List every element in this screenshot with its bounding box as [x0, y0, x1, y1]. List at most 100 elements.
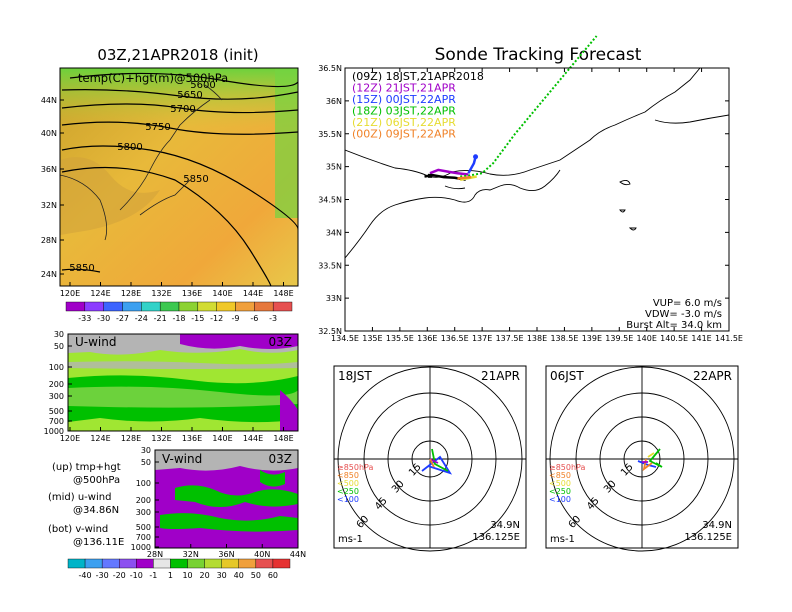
colorbar-label: -3 [269, 314, 277, 323]
y-tick-label: 100 [49, 363, 64, 372]
x-tick-label: 141E [691, 334, 711, 343]
y-tick-label: 300 [49, 392, 64, 401]
x-tick-label: 137.5E [496, 334, 524, 343]
hodo-time: 06JST [550, 369, 584, 383]
track-line [460, 68, 572, 178]
y-tick-label: 33N [326, 294, 342, 303]
hodo-trace [429, 458, 435, 468]
colorbar-label: 10 [182, 571, 192, 580]
y-tick-label: 700 [136, 533, 151, 542]
coastline [345, 68, 729, 259]
colorbar-swatch [103, 301, 123, 312]
y-tick-label: 200 [49, 380, 64, 389]
colorbar-label: -40 [79, 571, 92, 580]
colorbar-swatch [221, 558, 239, 569]
y-tick-label: 30 [54, 330, 64, 339]
level-legend-entry: <250 [337, 487, 359, 496]
y-tick-label: 50 [54, 342, 64, 351]
colorbar-label: -9 [232, 314, 240, 323]
colorbar-label: -10 [130, 571, 143, 580]
x-tick-label: 40N [254, 550, 270, 559]
v-wind-time: 03Z [269, 452, 293, 466]
hodo-date: 22APR [693, 369, 732, 383]
legend-entry: (18Z) 03JST,22APR [352, 105, 456, 118]
y-tick-label: 200 [136, 496, 151, 505]
track-line [457, 175, 472, 180]
level-legend-entry: <500 [549, 479, 571, 488]
hodo-lon: 136.125E [684, 532, 732, 543]
colorbar-swatch [84, 301, 104, 312]
y-tick-label: 700 [49, 417, 64, 426]
x-tick-label: 144E [243, 434, 263, 443]
legend-line: @136.11E [73, 537, 124, 548]
colorbar-label: -18 [172, 314, 185, 323]
colorbar-label: -6 [250, 314, 258, 323]
y-tick-label: 500 [136, 523, 151, 532]
y-tick-label: 28N [41, 236, 57, 245]
map-info: VUP= 6.0 m/s VDW= -3.0 m/s Burst Alt= 34… [626, 298, 722, 331]
x-tick-label: 136E [417, 334, 437, 343]
y-tick-label: 36.5N [318, 64, 342, 73]
x-tick-label: 144E [243, 289, 263, 298]
colorbar-swatch [272, 558, 291, 569]
temperature-height-panel: 03Z,21APR2018 (init) [41, 46, 299, 323]
contour-label: 5750 [145, 122, 170, 133]
y-tick-label: 35N [326, 163, 342, 172]
x-tick-label: 128E [121, 434, 141, 443]
level-legend-entry: <500 [337, 479, 359, 488]
colorbar-label: -30 [97, 314, 110, 323]
colorbar-label: 60 [268, 571, 278, 580]
level-legend-entry: <850 [549, 471, 571, 480]
hodo-unit: ms-1 [550, 534, 575, 545]
colorbar-label: -27 [116, 314, 129, 323]
y-tick-label: 32.5N [318, 327, 342, 336]
hodo-time: 18JST [338, 369, 372, 383]
y-tick-label: 300 [136, 508, 151, 517]
x-tick-label: 139.5E [605, 334, 633, 343]
x-tick-label: 141.5E [715, 334, 743, 343]
colorbar-swatch [65, 301, 86, 312]
sonde-tracking-map: Sonde Tracking Forecast 134.5E 135E 135.5E… [318, 35, 743, 343]
colorbar-swatch [67, 558, 86, 569]
x-tick-label: 136E [182, 289, 202, 298]
legend-line: (up) tmp+hgt [52, 462, 121, 473]
hodo-lon: 136.125E [472, 532, 520, 543]
y-tick-label: 44N [41, 96, 57, 105]
y-tick-label: 34N [326, 228, 342, 237]
x-tick-label: 140.5E [660, 334, 688, 343]
legend-line: (bot) v-wind [48, 524, 108, 535]
contour-label: 5800 [117, 142, 142, 153]
y-tick-label: 34.5N [318, 196, 342, 205]
x-tick-label: 148E [273, 434, 293, 443]
colorbar-swatch [84, 558, 103, 569]
colorbar-swatch [197, 301, 217, 312]
colorbar-label: 20 [200, 571, 210, 580]
level-legend-entry: <100 [549, 495, 571, 504]
u-wind-time: 03Z [269, 335, 293, 349]
info-burst: Burst Alt= 34.0 km [626, 320, 722, 331]
y-tick-label: 36N [326, 97, 342, 106]
x-tick-label: 139E [582, 334, 602, 343]
track-line [429, 168, 469, 176]
x-tick-label: 136E [182, 434, 202, 443]
left-top-label: temp(C)+hgt(m)@500hPa [78, 71, 228, 85]
y-tick-label: 100 [136, 479, 151, 488]
colorbar-label: -24 [135, 314, 148, 323]
x-tick-label: 132E [151, 434, 171, 443]
x-tick-label: 132E [151, 289, 171, 298]
colorbar-swatch [159, 301, 180, 312]
y-tick-label: 1000 [44, 427, 64, 436]
hodo-trace [647, 452, 655, 458]
x-tick-label: 138.5E [550, 334, 578, 343]
colorbar-label: -12 [210, 314, 223, 323]
contour-label: 5600 [190, 80, 215, 91]
x-tick-label: 120E [60, 289, 80, 298]
y-tick-label: 36N [41, 165, 57, 174]
y-tick-label: 32N [41, 201, 57, 210]
info-vdw: VDW= -3.0 m/s [645, 309, 722, 320]
x-tick-label: 28N [147, 550, 163, 559]
y-tick-label: 50 [141, 458, 151, 467]
y-tick-label: 24N [41, 270, 57, 279]
colorbar-swatch [254, 301, 274, 312]
